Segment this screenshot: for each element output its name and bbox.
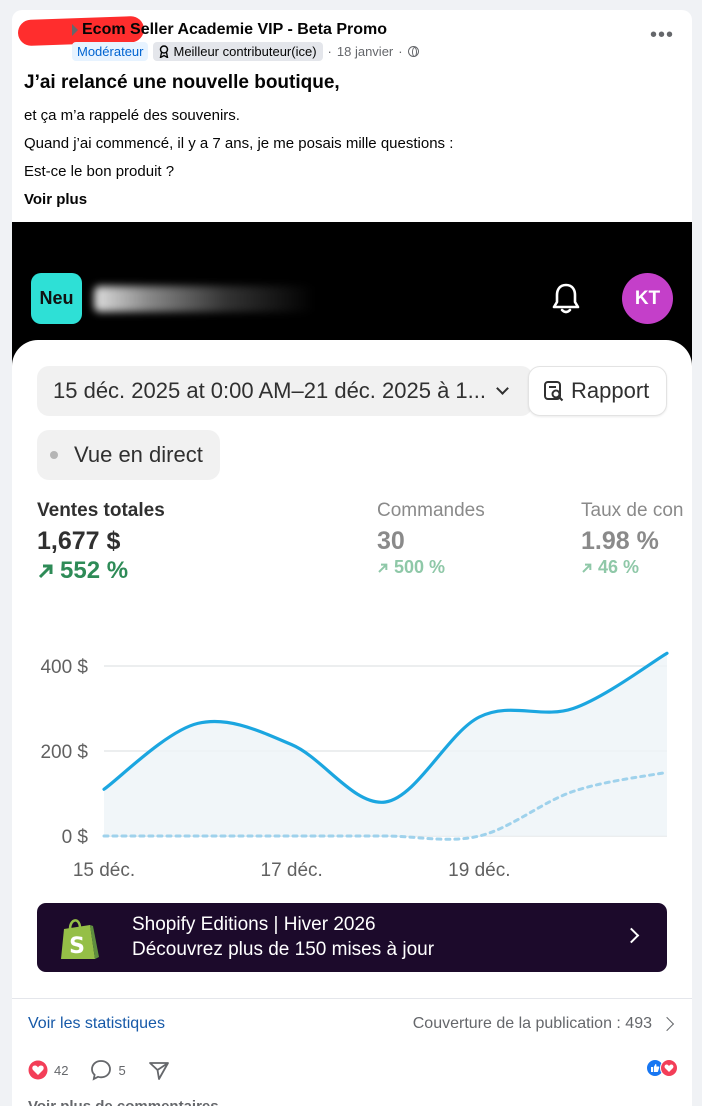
love-icon [660,1059,678,1077]
share-button[interactable] [148,1059,170,1081]
banner-subtitle: Découvrez plus de 150 mises à jour [132,939,435,960]
meta-separator: · [398,44,403,59]
shopify-bag-icon: S [61,919,99,959]
post-image-shopify-screenshot[interactable]: Neu KT 15 déc. 2025 at 0:00 AM–21 déc. 2… [12,222,692,1000]
heart-reaction-icon [28,1060,48,1080]
post-reach-label: Couverture de la publication : 493 [412,1015,652,1032]
metric-label: Taux de con [581,500,684,521]
reaction-button[interactable]: 42 [28,1060,68,1080]
arrow-right-icon [72,24,78,36]
top-contributor-badge: Meilleur contributeur(ice) [153,42,323,61]
live-view-button: Vue en direct [37,430,220,480]
meta-separator: · [327,44,332,59]
trend-up-icon [378,563,388,573]
post-text-line: Quand j’ai commencé, il y a 7 ans, je me… [24,135,454,152]
report-search-icon [544,381,564,402]
group-name-link[interactable]: Ecom Seller Academie VIP - Beta Promo [82,21,388,38]
metric-change: 500 % [377,557,485,578]
x-tick-label: 19 déc. [448,860,510,881]
top-contributor-label: Meilleur contributeur(ice) [173,44,317,59]
metric-value: 30 [377,527,405,555]
chevron-right-icon [659,1016,675,1032]
x-tick-label: 15 déc. [73,860,135,881]
svg-text:S: S [69,934,85,959]
post-date[interactable]: 18 janvier [336,44,394,59]
y-tick-label: 0 $ [62,827,89,848]
trend-up-icon [582,563,592,573]
comment-button[interactable]: 5 [90,1059,126,1081]
award-icon [160,45,169,58]
report-button-label: Rapport [571,378,650,403]
reaction-summary-icons[interactable] [646,1059,678,1077]
date-range-value: 15 déc. 2025 at 0:00 AM–21 déc. 2025 à 1… [53,378,486,403]
metric-value: 1,677 $ [37,527,121,555]
store-logo: Neu [31,273,82,324]
trend-up-icon [38,564,53,579]
chevron-down-icon [496,382,509,395]
privacy-globe-icon [407,46,419,57]
post-text-line: Est-ce le bon produit ? [24,163,175,180]
metric-change-value: 500 % [394,557,446,577]
comment-icon [91,1060,112,1081]
y-tick-label: 200 $ [40,742,88,763]
see-more-link[interactable]: Voir plus [24,191,88,208]
metric-change: 46 % [581,557,683,578]
post-header: Ecom Seller Academie VIP - Beta Promo [72,21,387,39]
moderator-badge: Modérateur [72,42,149,61]
metric-change-value: 46 % [598,557,640,577]
metric-orders: Commandes 30 500 % [377,500,485,578]
post-meta: Modérateur Meilleur contributeur(ice) · … [72,42,419,61]
post-actions: 42 5 [28,1059,182,1081]
report-button: Rapport [528,366,667,416]
sales-line-chart: 0 $ 200 $ 400 $ 15 déc. 17 déc. 19 déc. [40,651,669,881]
post-reach[interactable]: Couverture de la publication : 493 [412,1015,675,1033]
bell-icon [552,283,580,314]
more-options-icon[interactable]: ••• [649,24,674,46]
post-title: J’ai relancé une nouvelle boutique, [24,72,340,93]
x-tick-label: 17 déc. [261,860,323,881]
view-stats-link[interactable]: Voir les statistiques [28,1015,165,1032]
divider [12,998,692,999]
metric-change: 552 % [37,557,165,585]
metric-conversion-rate: Taux de con 1.98 % 46 % [581,500,683,578]
metric-label: Ventes totales [37,500,165,521]
banner-title: Shopify Editions | Hiver 2026 [132,914,376,935]
analytics-panel: 15 déc. 2025 at 0:00 AM–21 déc. 2025 à 1… [12,340,692,1000]
date-range-selector: 15 déc. 2025 at 0:00 AM–21 déc. 2025 à 1… [37,366,533,416]
comments-count: 5 [118,1062,126,1078]
metric-value: 1.98 % [581,527,659,555]
chart-area-fill [104,653,667,836]
user-avatar: KT [622,273,673,324]
chevron-right-icon [623,927,640,944]
more-comments-link[interactable]: Voir plus de commentaires [28,1098,219,1106]
share-icon [148,1062,169,1080]
blurred-store-name [94,286,314,312]
live-view-label: Vue en direct [74,442,203,467]
reactions-count: 42 [54,1062,69,1078]
metric-label: Commandes [377,500,485,521]
shopify-editions-banner: S Shopify Editions | Hiver 2026 Découvre… [37,903,667,972]
y-tick-label: 400 $ [40,657,88,678]
post-card: Ecom Seller Academie VIP - Beta Promo Mo… [12,10,692,1106]
post-text-line: et ça m’a rappelé des souvenirs. [24,107,240,124]
live-status-dot [50,451,58,459]
metric-total-sales: Ventes totales 1,677 $ 552 % [37,500,165,585]
metric-change-value: 552 % [60,557,129,584]
